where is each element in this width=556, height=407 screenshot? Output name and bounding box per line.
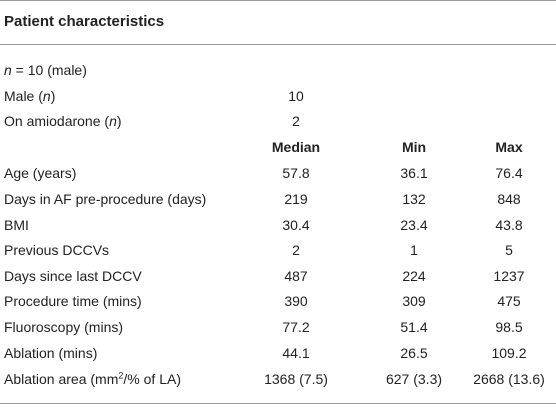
label-part: ) [116,113,122,130]
cell-value: 219 [284,191,308,207]
row-label: Fluoroscopy (mins) [4,318,123,336]
cell-value: 132 [402,191,426,207]
label-part: n [42,87,51,104]
label-part: Days since last DCCV [4,267,142,284]
cell-value: 57.8 [282,165,310,182]
label-part: 2 [118,370,124,381]
cell-value: 109.2 [491,344,527,361]
row-label: On amiodarone (n) [4,112,122,130]
cell-value: 26.5 [400,344,428,361]
cell-value: 487 [284,267,308,284]
row-label: Days since last DCCV [4,267,142,285]
cell-value: 1237 [493,267,525,284]
cell-value: 5 [505,242,513,259]
cell-value: 44.1 [282,344,310,361]
cell-value: 76.4 [495,165,523,182]
row-label: BMI [4,216,29,234]
cell-value: 2 [292,113,300,130]
cell-value: 23.4 [400,216,428,233]
cell-value: 77.2 [282,319,310,335]
label-part: Fluoroscopy (mins) [4,319,124,335]
column-header: Median [271,138,321,155]
label-part: Procedure time (mins) [4,293,142,310]
column-header: Max [495,138,523,155]
cell-value: 848 [497,191,521,207]
label-part: Days in AF pre-procedure (days) [4,191,207,207]
row-label: Male (n) [4,87,55,105]
cell-value: 43.8 [495,216,523,233]
label-part: = 10 (male) [11,62,87,78]
row-label: Previous DCCVs [4,241,109,259]
cell-value: 98.5 [495,319,523,335]
cell-value: 36.1 [400,165,428,182]
label-part: BMI [4,216,29,233]
cell-value: 627 (3.3) [385,371,443,388]
label-part: Male ( [4,87,43,104]
column-header: Min [401,138,427,155]
cell-value: 224 [402,267,426,284]
label-part: Previous DCCVs [4,242,110,259]
title-rule [0,44,556,45]
table-title: Patient characteristics [4,13,165,30]
row-label: Days in AF pre-procedure (days) [4,190,206,208]
label-part: ) [50,87,56,104]
cell-value: 10 [288,87,304,104]
label-part: n [109,113,117,130]
cell-value: 30.4 [282,216,310,233]
cell-value: 390 [284,293,308,310]
cell-value: 51.4 [400,319,428,335]
label-part: n [4,62,12,78]
cell-value: 2668 (13.6) [473,371,545,388]
row-label: n = 10 (male) [4,61,87,79]
row-label: Ablation (mins) [4,344,97,362]
bottom-rule [0,403,556,404]
top-rule [0,0,556,1]
label-part: Age (years) [4,165,77,182]
label-part: Ablation area (mm [4,371,119,388]
row-label: Ablation area (mm2/% of LA) [4,370,181,388]
row-label: Age (years) [4,164,76,182]
label-part: On amiodarone ( [4,113,110,130]
cell-value: 1368 (7.5) [264,371,328,388]
label-part: Ablation (mins) [4,344,98,361]
row-label: Procedure time (mins) [4,292,142,310]
cell-value: 475 [497,293,521,310]
cell-value: 2 [292,242,300,259]
cell-value: 1 [410,242,418,259]
cell-value: 309 [402,293,426,310]
label-part: /% of LA) [123,371,181,388]
